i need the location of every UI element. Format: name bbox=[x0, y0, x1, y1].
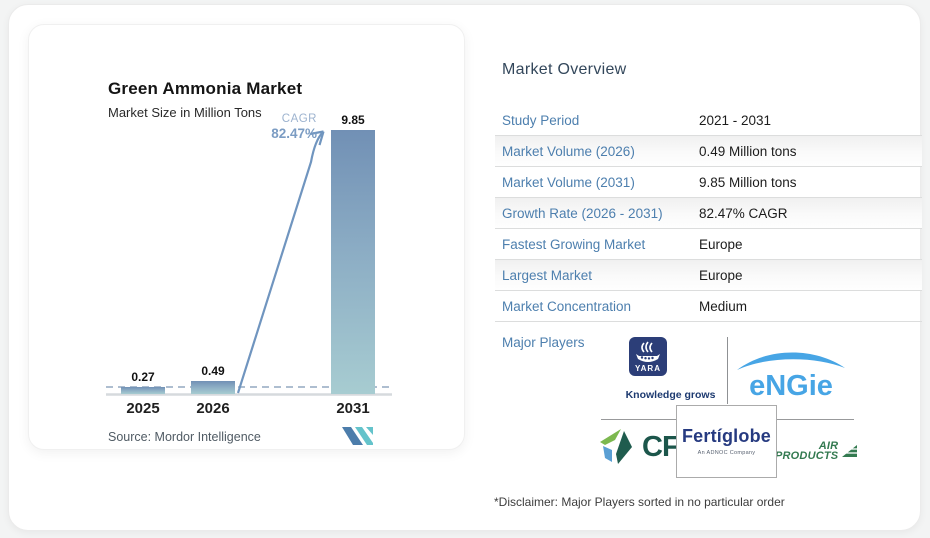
mordor-intelligence-logo-icon bbox=[342, 427, 373, 445]
yara-tagline: Knowledge grows bbox=[625, 389, 716, 401]
growth-arrow bbox=[236, 131, 324, 394]
cf-name: CF™ bbox=[642, 431, 685, 463]
overview-title: Market Overview bbox=[502, 61, 627, 78]
row-label: Growth Rate (2026 - 2031) bbox=[502, 205, 663, 221]
row-value: Medium bbox=[699, 298, 748, 314]
row-label: Market Volume (2026) bbox=[502, 143, 635, 159]
yara-logo: YARA bbox=[629, 337, 667, 376]
source-attribution: Source: Mordor Intelligence bbox=[108, 430, 261, 444]
cf-triangle-icon bbox=[600, 429, 632, 464]
row-label: Study Period bbox=[502, 112, 580, 128]
row-value: 0.49 Million tons bbox=[699, 143, 797, 159]
x-tick-2025: 2025 bbox=[126, 400, 160, 417]
svg-text:eNGie: eNGie bbox=[749, 370, 833, 401]
x-tick-2031: 2031 bbox=[336, 400, 370, 417]
yara-ship-icon: YARA bbox=[635, 341, 661, 373]
bar-2026[interactable] bbox=[191, 381, 235, 394]
svg-text:YARA: YARA bbox=[635, 364, 661, 373]
cf-industries-logo: CF™ bbox=[600, 428, 685, 467]
bar-value-2031: 9.85 bbox=[341, 113, 365, 127]
air-products-logo: AIR PRODUCTS bbox=[775, 440, 858, 462]
engie-logo: eNGie bbox=[737, 352, 845, 401]
row-value: 9.85 Million tons bbox=[699, 174, 797, 190]
row-value: 2021 - 2031 bbox=[699, 112, 772, 128]
row-value: Europe bbox=[699, 267, 743, 283]
air-products-arrow-icon bbox=[842, 445, 858, 457]
row-value: Europe bbox=[699, 236, 743, 252]
chart-card: Green Ammonia Market Market Size in Mill… bbox=[28, 24, 465, 450]
chart-title: Green Ammonia Market bbox=[108, 79, 303, 98]
row-value: 82.47% CAGR bbox=[699, 205, 788, 221]
cagr-value: 82.47% bbox=[271, 126, 317, 141]
disclaimer-text: *Disclaimer: Major Players sorted in no … bbox=[494, 495, 785, 509]
table-row-market-volume-2026: Market Volume (2026) 0.49 Million tons bbox=[495, 136, 922, 167]
table-row-largest-market: Largest Market Europe bbox=[495, 260, 922, 291]
report-card: Green Ammonia Market Market Size in Mill… bbox=[8, 4, 922, 531]
bar-2025[interactable] bbox=[121, 387, 165, 394]
fertiglobe-subtitle: An ADNOC Company bbox=[697, 450, 756, 456]
table-row-fastest-growing-market: Fastest Growing Market Europe bbox=[495, 229, 922, 260]
table-row-growth-rate: Growth Rate (2026 - 2031) 82.47% CAGR bbox=[495, 198, 922, 229]
bar-value-2026: 0.49 bbox=[201, 364, 225, 378]
bar-value-2025: 0.27 bbox=[131, 370, 155, 384]
x-tick-2026: 2026 bbox=[196, 400, 230, 417]
fertiglobe-logo: Fertíglobe An ADNOC Company bbox=[676, 405, 777, 478]
table-row-market-concentration: Market Concentration Medium bbox=[495, 291, 922, 322]
row-label: Largest Market bbox=[502, 267, 593, 283]
row-label: Market Volume (2031) bbox=[502, 174, 635, 190]
row-label: Fastest Growing Market bbox=[502, 236, 646, 252]
bar-2031[interactable] bbox=[331, 130, 375, 394]
major-players-label: Major Players bbox=[502, 335, 585, 350]
air-products-name: AIR PRODUCTS bbox=[775, 440, 839, 462]
row-label: Market Concentration bbox=[502, 298, 632, 314]
cagr-label: CAGR bbox=[281, 113, 317, 125]
table-row-market-volume-2031: Market Volume (2031) 9.85 Million tons bbox=[495, 167, 922, 198]
overview-table: Study Period 2021 - 2031 Market Volume (… bbox=[495, 105, 922, 322]
fertiglobe-name: Fertíglobe bbox=[681, 426, 771, 446]
chart-subtitle: Market Size in Million Tons bbox=[108, 105, 262, 120]
table-row-study-period: Study Period 2021 - 2031 bbox=[495, 105, 922, 136]
logo-divider-vertical bbox=[727, 337, 728, 404]
